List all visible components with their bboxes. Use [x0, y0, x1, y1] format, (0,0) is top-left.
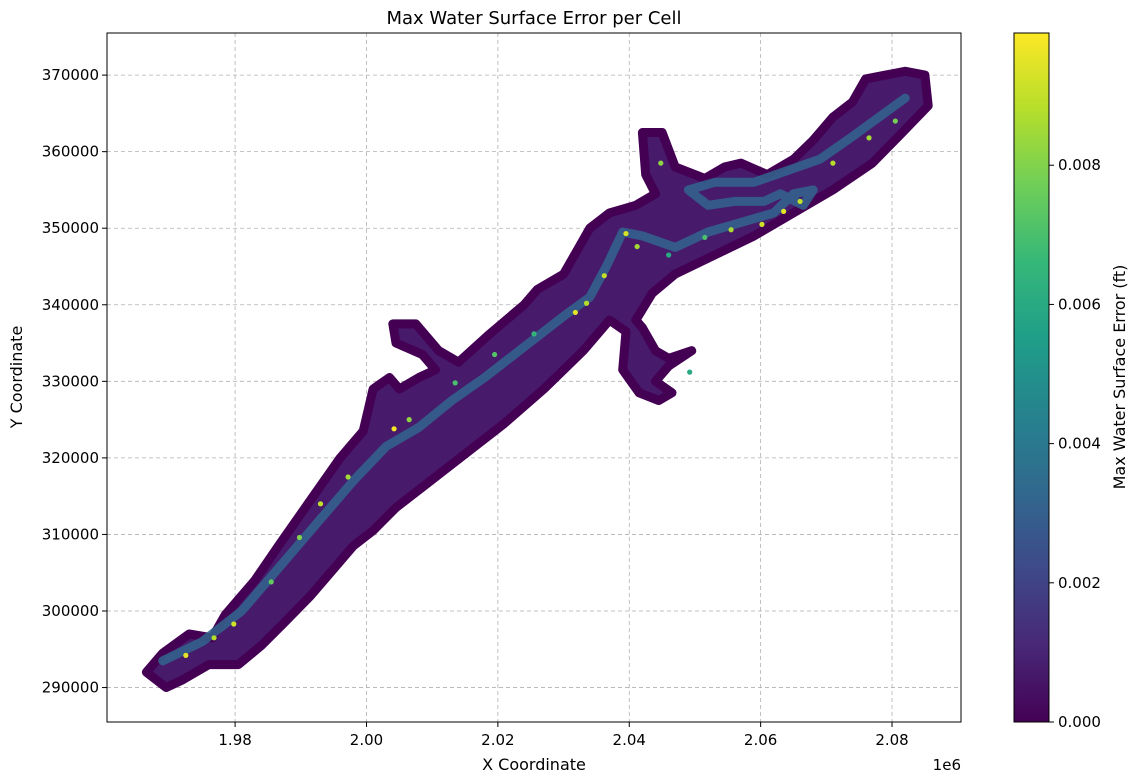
error-hotspot: [797, 198, 803, 205]
error-hotspot: [623, 230, 629, 237]
colorbar-tick-label: 0.004: [1058, 435, 1101, 453]
colorbar: 0.000 0.002 0.004 0.006 0.008 Max Water Surf…: [1013, 32, 1129, 731]
error-hotspot: [572, 309, 578, 316]
channel-band: [158, 93, 910, 666]
error-hotspot: [391, 426, 397, 432]
error-hotspot: [866, 135, 872, 141]
error-hotspot: [702, 234, 708, 241]
error-hotspot: [183, 652, 189, 658]
error-hotspot: [406, 417, 412, 423]
y-tick-label: 320000: [42, 449, 99, 467]
error-hotspot: [601, 273, 607, 279]
colorbar-ticks: 0.000 0.002 0.004 0.006 0.008: [1049, 156, 1101, 731]
y-axis-label: Y Coordinate: [7, 326, 26, 430]
plot-frame: [106, 32, 962, 723]
error-hotspot: [531, 331, 537, 337]
y-tick-label: 340000: [42, 296, 99, 314]
error-hotspot: [892, 118, 898, 124]
y-tick-label: 300000: [42, 602, 99, 620]
y-axis: 290000 300000 310000 320000 330000 340000 3500…: [42, 66, 107, 697]
colorbar-tick-label: 0.002: [1058, 574, 1101, 592]
plot-area: [141, 66, 933, 692]
error-hotspot: [231, 621, 237, 627]
x-tick-label: 1.98: [218, 731, 251, 749]
x-tick-label: 2.08: [875, 731, 908, 749]
y-tick-label: 360000: [42, 143, 99, 161]
x-axis-label: X Coordinate: [482, 755, 586, 774]
x-tick-label: 2.02: [481, 731, 514, 749]
x-tick-label: 2.00: [350, 731, 383, 749]
colorbar-tick-label: 0.000: [1058, 713, 1101, 731]
error-hotspot: [317, 501, 324, 507]
error-hotspot: [452, 380, 458, 386]
error-hotspot: [268, 579, 274, 585]
error-hotspot: [658, 160, 664, 166]
y-tick-label: 290000: [42, 679, 99, 697]
error-hotspot: [830, 160, 836, 166]
x-tick-label: 2.06: [744, 731, 777, 749]
chart-title: Max Water Surface Error per Cell: [386, 8, 681, 29]
x-axis: 1.98 2.00 2.02 2.04 2.06 2.08: [218, 722, 909, 749]
error-hotspot: [296, 534, 303, 541]
error-hotspot: [634, 243, 640, 250]
error-hotspot: [781, 208, 787, 214]
error-hotspot: [759, 221, 765, 227]
error-hotspot: [687, 369, 693, 375]
error-hotspot: [583, 300, 590, 306]
colorbar-label: Max Water Surface Error (ft): [1110, 265, 1129, 490]
y-tick-label: 330000: [42, 372, 99, 390]
y-tick-label: 310000: [42, 525, 99, 543]
error-hotspot: [211, 635, 217, 641]
x-tick-label: 2.04: [613, 731, 646, 749]
y-tick-label: 350000: [42, 219, 99, 237]
colorbar-gradient: [1013, 32, 1050, 723]
error-hotspot: [666, 252, 672, 258]
error-hotspot: [345, 474, 351, 480]
error-hotspot: [728, 227, 734, 233]
y-tick-label: 370000: [42, 66, 99, 84]
colorbar-tick-label: 0.006: [1058, 295, 1101, 313]
colorbar-tick-label: 0.008: [1058, 156, 1101, 174]
x-offset-label: 1e6: [933, 756, 961, 774]
error-hotspot: [491, 351, 498, 358]
